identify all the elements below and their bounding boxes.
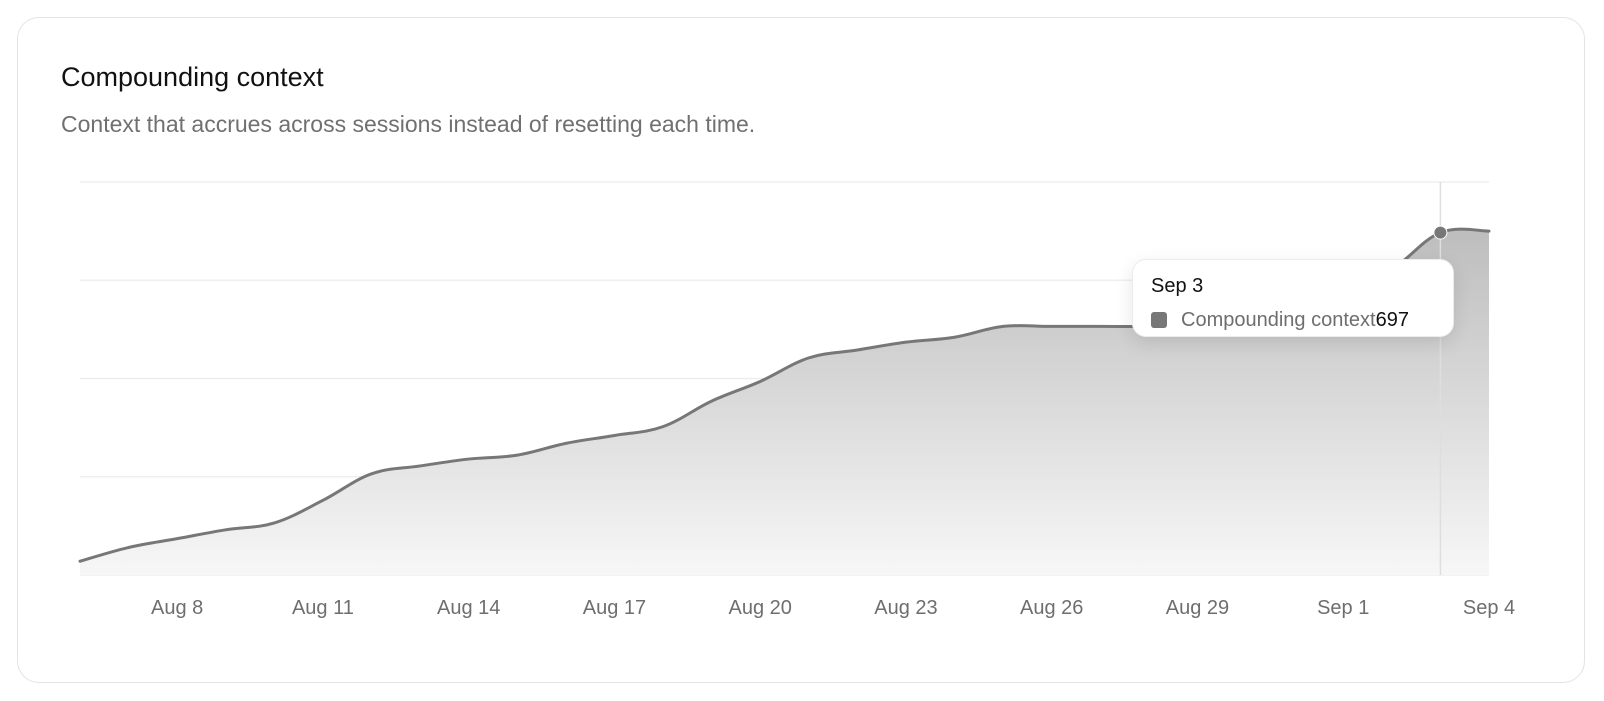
tooltip-series-label: Compounding context [1181,309,1376,331]
x-tick-label: Sep 4 [1463,597,1515,619]
x-tick-label: Sep 1 [1317,597,1369,619]
x-tick-label: Aug 29 [1166,597,1229,619]
series-area [80,229,1489,576]
chart-card: Compounding context Context that accrues… [17,17,1585,683]
chart-title: Compounding context [61,62,324,92]
tooltip-row: Compounding context 697 [1151,308,1435,332]
x-tick-label: Aug 14 [437,597,500,619]
x-tick-label: Aug 17 [583,597,646,619]
tooltip-value: 697 [1375,309,1409,331]
chart-subtitle: Context that accrues across sessions ins… [61,111,756,137]
tooltip-series-swatch [1151,312,1167,328]
x-tick-label: Aug 23 [874,597,937,619]
area-chart[interactable]: Aug 8 Aug 11 Aug 14 Aug 17 Aug 20 Aug 23 Aug 2… [18,18,1586,684]
x-tick-label: Aug 8 [151,597,203,619]
x-tick-label: Aug 26 [1020,597,1083,619]
highlighted-point [1433,225,1448,240]
tooltip-date: Sep 3 [1151,275,1204,297]
x-tick-label: Aug 11 [292,597,354,619]
x-tick-label: Aug 20 [729,597,792,619]
chart-tooltip: Sep 3 Compounding context 697 [1132,259,1454,337]
